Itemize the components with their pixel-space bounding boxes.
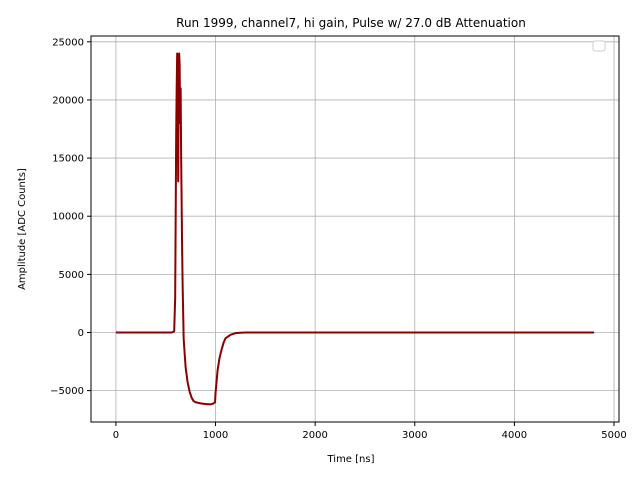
y-tick-label: 10000 [52,212,84,223]
y-ticks: −5000 0 5000 10000 15000 20000 25000 [50,37,91,397]
legend-box [592,40,606,52]
x-tick-label: 1000 [203,430,228,441]
y-axis-title: Amplitude [ADC Counts] [17,168,28,290]
x-axis-title: Time [ns] [326,454,374,465]
x-tick-label: 4000 [502,430,527,441]
x-tick-label: 0 [113,430,119,441]
y-tick-label: 25000 [52,37,84,48]
pulse-waveform-line [115,52,595,406]
x-tick-label: 3000 [402,430,427,441]
y-tick-label: 5000 [59,270,84,281]
y-tick-label: 0 [78,328,84,339]
x-tick-label: 2000 [302,430,327,441]
chart-title: Run 1999, channel7, hi gain, Pulse w/ 27… [176,16,526,30]
series-layer [115,52,595,406]
plot-frame [90,35,620,423]
x-ticks: 0 1000 2000 3000 4000 5000 [113,422,627,441]
y-tick-label: 20000 [52,95,84,106]
y-tick-label: −5000 [50,386,84,397]
y-tick-label: 15000 [52,154,84,165]
x-tick-label: 5000 [601,430,626,441]
